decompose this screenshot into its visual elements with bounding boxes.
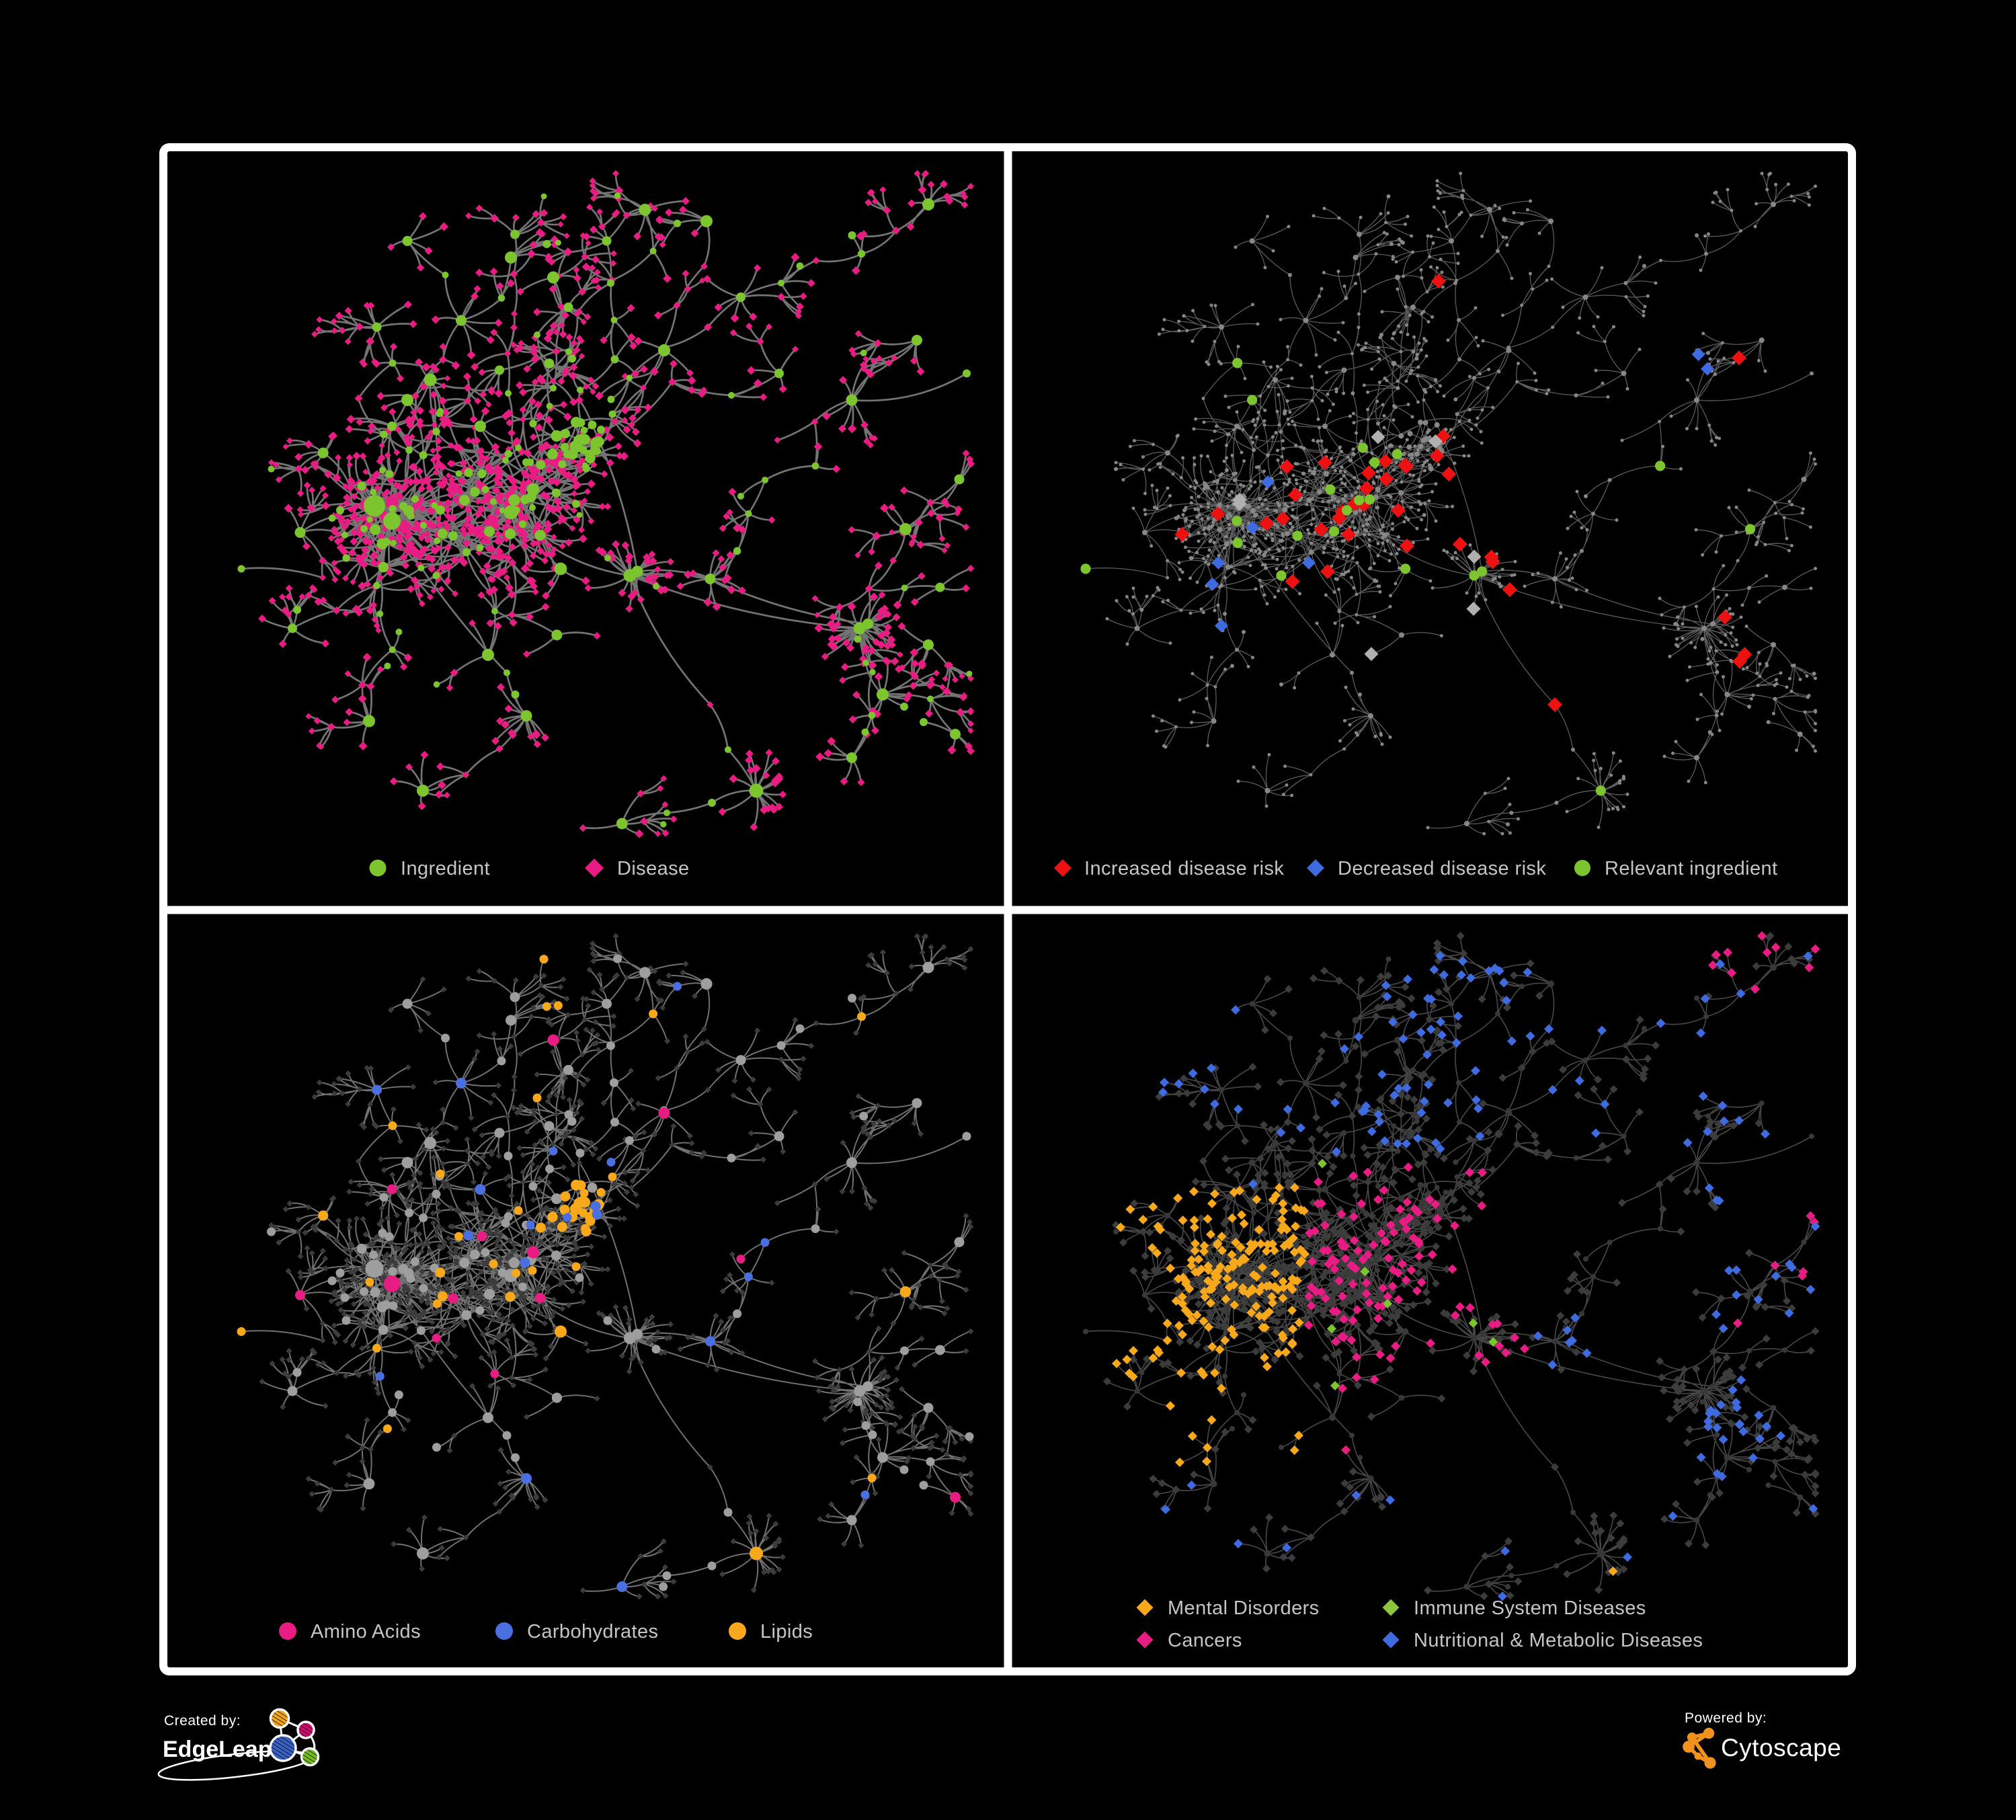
svg-text:Cytoscape: Cytoscape [1721, 1734, 1841, 1762]
svg-text:Amino Acids: Amino Acids [311, 1621, 421, 1643]
svg-text:Created by:: Created by: [164, 1713, 241, 1729]
svg-text:Mental Disorders: Mental Disorders [1168, 1597, 1320, 1619]
svg-text:Nutritional & Metabolic Diseas: Nutritional & Metabolic Diseases [1414, 1630, 1703, 1651]
svg-text:Decreased disease risk: Decreased disease risk [1338, 858, 1546, 879]
svg-text:Carbohydrates: Carbohydrates [527, 1621, 658, 1643]
svg-text:Increased disease risk: Increased disease risk [1084, 858, 1284, 879]
svg-text:Powered by:: Powered by: [1685, 1710, 1767, 1726]
svg-text:Lipids: Lipids [760, 1621, 813, 1643]
svg-text:Relevant ingredient: Relevant ingredient [1605, 858, 1777, 879]
svg-text:Disease: Disease [617, 858, 690, 879]
svg-text:Cancers: Cancers [1168, 1630, 1242, 1651]
svg-text:Immune System Diseases: Immune System Diseases [1414, 1597, 1646, 1619]
svg-text:Ingredient: Ingredient [401, 858, 490, 879]
svg-text:EdgeLeap: EdgeLeap [163, 1737, 272, 1762]
